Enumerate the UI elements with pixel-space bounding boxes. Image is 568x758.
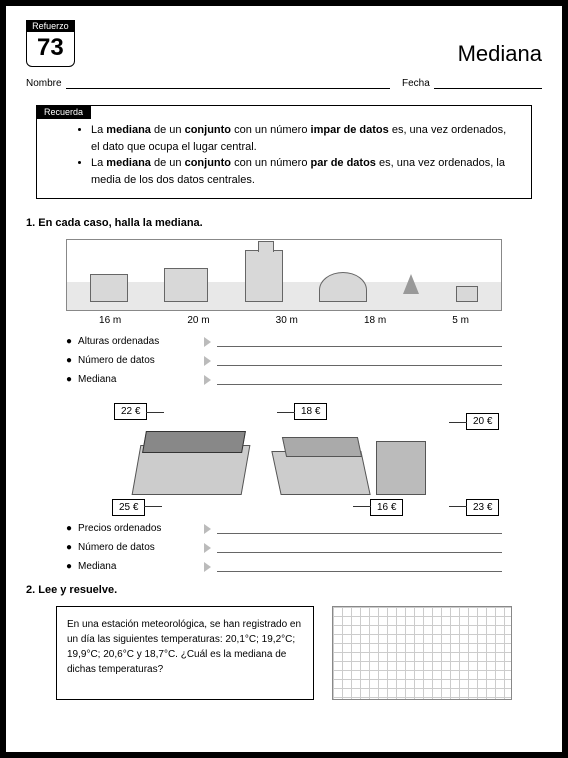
bullet-icon: ●	[66, 336, 72, 347]
refuerzo-box: Refuerzo 73	[26, 20, 75, 67]
answer-row: ● Mediana	[66, 561, 502, 572]
height-value: 16 m	[99, 315, 121, 326]
answer-input[interactable]	[217, 356, 502, 366]
arrow-icon	[204, 524, 211, 534]
q2-number: 2.	[26, 584, 35, 596]
arrow-icon	[204, 375, 211, 385]
answer-label: Alturas ordenadas	[78, 336, 198, 347]
answer-row: ● Número de datos	[66, 355, 502, 366]
fecha-input[interactable]	[434, 77, 542, 89]
price-tag: 22 €	[114, 403, 147, 420]
worksheet-header: Refuerzo 73 Mediana	[26, 20, 542, 67]
building-icon	[164, 268, 208, 302]
price-tag: 16 €	[370, 499, 403, 516]
answer-row: ● Alturas ordenadas	[66, 336, 502, 347]
answer-label: Mediana	[78, 374, 198, 385]
bullet-icon: ●	[66, 355, 72, 366]
tree-icon	[403, 274, 419, 294]
arrow-icon	[204, 562, 211, 572]
arrow-icon	[204, 356, 211, 366]
height-value: 5 m	[452, 315, 469, 326]
recuerda-item-1: La mediana de un conjunto con un número …	[91, 122, 517, 155]
recuerda-box: Recuerda La mediana de un conjunto con u…	[36, 105, 532, 199]
answer-input[interactable]	[217, 543, 502, 553]
nombre-input[interactable]	[66, 77, 390, 89]
building-icon	[245, 250, 283, 302]
q2-problem: En una estación meteorológica, se han re…	[56, 606, 314, 700]
price-tag: 23 €	[466, 499, 499, 516]
books-icon	[136, 415, 436, 505]
answer-grid[interactable]	[332, 606, 512, 700]
nombre-label: Nombre	[26, 78, 62, 89]
nombre-field: Nombre	[26, 77, 390, 89]
refuerzo-label: Refuerzo	[26, 20, 75, 32]
price-tag: 20 €	[466, 413, 499, 430]
fecha-label: Fecha	[402, 78, 430, 89]
answer-input[interactable]	[217, 375, 502, 385]
bullet-icon: ●	[66, 542, 72, 553]
answer-label: Mediana	[78, 561, 198, 572]
refuerzo-number: 73	[37, 34, 64, 61]
building-heights: 16 m 20 m 30 m 18 m 5 m	[66, 315, 502, 326]
height-value: 18 m	[364, 315, 386, 326]
height-value: 20 m	[187, 315, 209, 326]
answer-row: ● Mediana	[66, 374, 502, 385]
height-value: 30 m	[276, 315, 298, 326]
answer-input[interactable]	[217, 337, 502, 347]
arrow-icon	[204, 543, 211, 553]
page-title: Mediana	[458, 41, 542, 67]
name-date-row: Nombre Fecha	[26, 77, 542, 89]
bullet-icon: ●	[66, 523, 72, 534]
answer-row: ● Precios ordenados	[66, 523, 502, 534]
books-illustration: 22 € 25 € 18 € 16 € 20 € 23 €	[66, 395, 502, 515]
answer-row: ● Número de datos	[66, 542, 502, 553]
bullet-icon: ●	[66, 374, 72, 385]
question-2: 2. Lee y resuelve.	[26, 584, 542, 596]
answer-input[interactable]	[217, 562, 502, 572]
price-tag: 25 €	[112, 499, 145, 516]
q2-text: Lee y resuelve.	[38, 584, 117, 596]
answer-input[interactable]	[217, 524, 502, 534]
building-icon	[456, 286, 478, 302]
answer-label: Número de datos	[78, 355, 198, 366]
answer-label: Número de datos	[78, 542, 198, 553]
building-icon	[319, 272, 367, 302]
buildings-illustration	[66, 239, 502, 311]
q1-text: En cada caso, halla la mediana.	[38, 217, 202, 229]
recuerda-list: La mediana de un conjunto con un número …	[91, 122, 517, 188]
price-tag: 18 €	[294, 403, 327, 420]
building-icon	[90, 274, 128, 302]
recuerda-tag: Recuerda	[36, 105, 91, 119]
arrow-icon	[204, 337, 211, 347]
q2-content: En una estación meteorológica, se han re…	[56, 606, 512, 700]
recuerda-item-2: La mediana de un conjunto con un número …	[91, 155, 517, 188]
question-1: 1. En cada caso, halla la mediana.	[26, 217, 542, 229]
answer-label: Precios ordenados	[78, 523, 198, 534]
bullet-icon: ●	[66, 561, 72, 572]
q1-number: 1.	[26, 217, 35, 229]
fecha-field: Fecha	[402, 77, 542, 89]
